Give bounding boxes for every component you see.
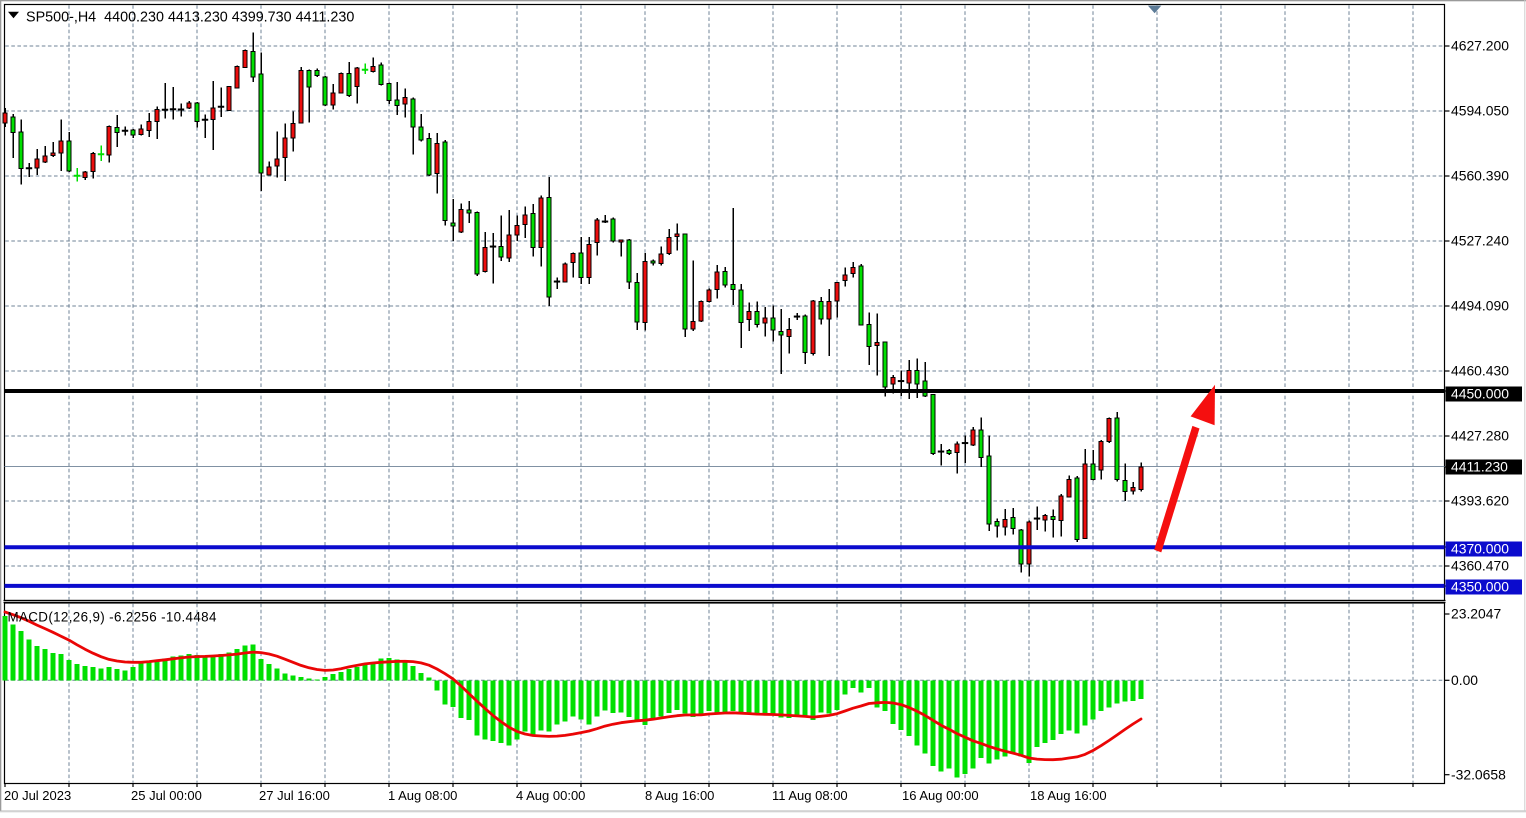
svg-text:4370.000: 4370.000 xyxy=(1451,541,1509,557)
svg-text:4450.000: 4450.000 xyxy=(1451,386,1509,402)
svg-text:4560.390: 4560.390 xyxy=(1451,168,1509,184)
svg-text:4411.230: 4411.230 xyxy=(1451,459,1508,475)
svg-text:4494.090: 4494.090 xyxy=(1451,298,1509,314)
svg-text:MACD(12,26,9) -6.2256 -10.4484: MACD(12,26,9) -6.2256 -10.4484 xyxy=(8,610,217,625)
svg-text:4627.200: 4627.200 xyxy=(1451,38,1509,54)
svg-text:8 Aug 16:00: 8 Aug 16:00 xyxy=(645,788,714,803)
svg-text:1 Aug 08:00: 1 Aug 08:00 xyxy=(388,788,457,803)
svg-text:27 Jul 16:00: 27 Jul 16:00 xyxy=(259,788,330,803)
svg-text:20 Jul 2023: 20 Jul 2023 xyxy=(4,788,71,803)
svg-text:4427.280: 4427.280 xyxy=(1451,428,1509,444)
svg-text:25 Jul 00:00: 25 Jul 00:00 xyxy=(131,788,202,803)
svg-text:0.00: 0.00 xyxy=(1451,672,1478,688)
svg-text:4 Aug 00:00: 4 Aug 00:00 xyxy=(516,788,585,803)
svg-text:SP500-,H4 4400.230 4413.230 4: SP500-,H4 4400.230 4413.230 4399.730 441… xyxy=(26,10,354,26)
svg-text:11 Aug 08:00: 11 Aug 08:00 xyxy=(772,788,848,803)
svg-text:4527.240: 4527.240 xyxy=(1451,233,1509,249)
svg-text:4393.620: 4393.620 xyxy=(1451,493,1509,509)
svg-text:16 Aug 00:00: 16 Aug 00:00 xyxy=(902,788,979,803)
svg-text:18 Aug 16:00: 18 Aug 16:00 xyxy=(1030,788,1107,803)
svg-text:-32.0658: -32.0658 xyxy=(1451,766,1506,782)
svg-text:4360.470: 4360.470 xyxy=(1451,558,1509,574)
svg-text:4594.050: 4594.050 xyxy=(1451,103,1509,119)
svg-text:23.2047: 23.2047 xyxy=(1451,606,1501,622)
svg-text:4350.000: 4350.000 xyxy=(1451,579,1509,595)
svg-text:4460.430: 4460.430 xyxy=(1451,363,1509,379)
